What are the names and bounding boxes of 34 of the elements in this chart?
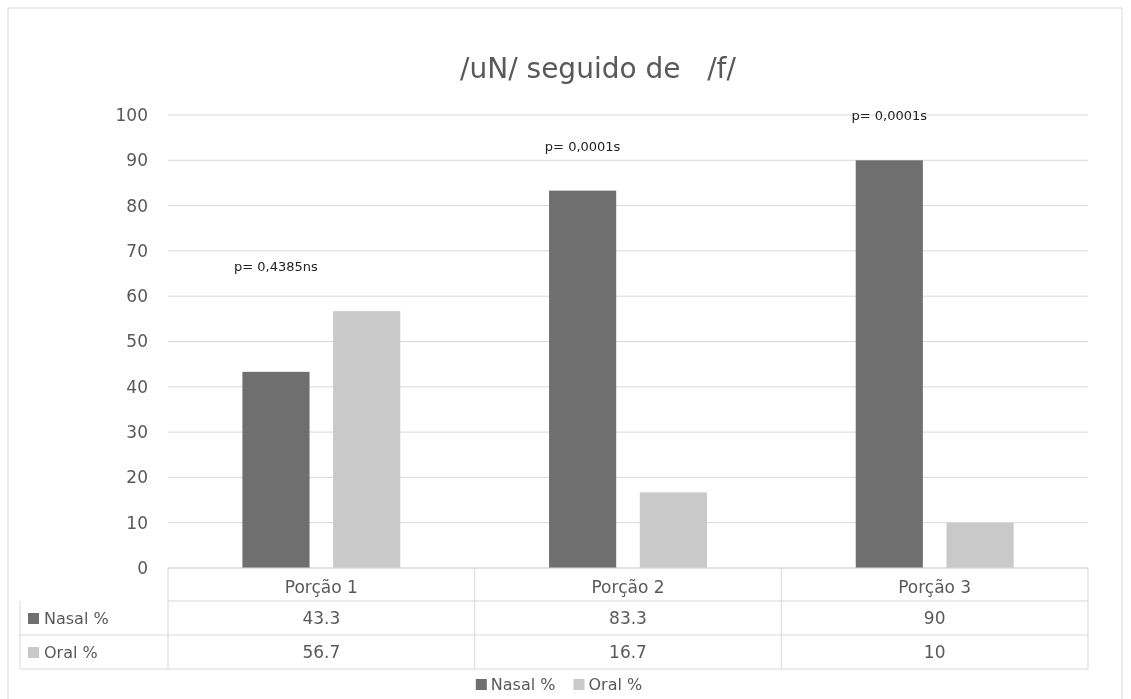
x-tick-label: Porção 3 — [898, 577, 972, 597]
x-tick-label: Porção 1 — [284, 577, 358, 597]
legend-label: Oral % — [588, 675, 643, 694]
data-label: 16.7 — [609, 642, 647, 662]
y-tick-label: 0 — [137, 557, 148, 578]
bar — [639, 492, 707, 568]
y-tick-label: 90 — [126, 150, 148, 171]
bar — [855, 160, 923, 568]
annotation: p= 0,4385ns — [234, 259, 319, 275]
bar — [242, 371, 310, 568]
y-tick-label: 80 — [126, 195, 148, 216]
y-tick-label: 30 — [126, 422, 148, 443]
x-tick-label: Porção 2 — [591, 577, 665, 597]
bar — [549, 190, 617, 568]
y-tick-label: 50 — [126, 331, 148, 352]
y-tick-label: 100 — [115, 104, 148, 125]
y-tick-label: 40 — [126, 376, 148, 397]
bar — [946, 522, 1014, 568]
data-label: 56.7 — [302, 642, 341, 662]
data-label: 10 — [923, 642, 946, 662]
y-tick-label: 10 — [126, 512, 148, 533]
bar — [333, 311, 401, 568]
y-tick-label: 20 — [126, 467, 148, 488]
y-tick-label: 60 — [126, 286, 148, 307]
annotation: p= 0,0001s — [851, 108, 928, 124]
chart-title: /uN/ seguido de /f/ — [460, 52, 737, 85]
data-label: 83.3 — [609, 608, 647, 628]
legend-label: Nasal % — [490, 675, 556, 694]
text: Oral % — [44, 643, 98, 662]
text: Nasal % — [44, 609, 109, 628]
annotation: p= 0,0001s — [544, 138, 621, 154]
y-tick-label: 70 — [126, 240, 148, 261]
data-label: 90 — [923, 608, 946, 628]
data-label: 43.3 — [302, 608, 341, 628]
